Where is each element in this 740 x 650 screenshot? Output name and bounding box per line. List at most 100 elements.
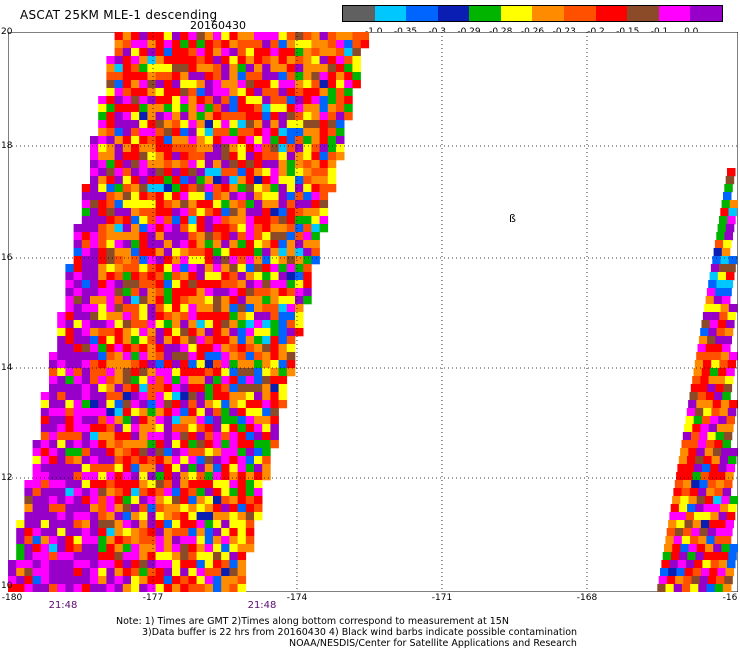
swath-cell <box>188 392 197 401</box>
swath-cell <box>180 448 189 457</box>
swath-cell <box>270 32 279 41</box>
swath-cell <box>714 240 724 249</box>
swath-cell <box>65 368 74 377</box>
swath-cell <box>155 272 165 281</box>
swath-cell <box>245 168 255 177</box>
swath-cell <box>727 216 736 225</box>
swath-cell <box>139 376 148 385</box>
swath-cell <box>254 208 263 217</box>
swath-cell <box>147 528 156 537</box>
swath-cell <box>73 240 83 249</box>
swath-cell <box>49 384 58 393</box>
swath-cell <box>286 224 296 233</box>
footer-note-line-1: Note: 1) Times are GMT 2)Times along bot… <box>116 616 509 627</box>
swath-cell <box>90 528 99 537</box>
swath-cell <box>114 368 124 377</box>
swath-cell <box>254 168 263 177</box>
swath-cell <box>311 104 320 113</box>
swath-cell <box>122 192 132 201</box>
swath-cell <box>286 344 296 353</box>
swath-cell <box>254 72 263 81</box>
swath-cell <box>262 352 271 361</box>
swath-cell <box>180 416 189 425</box>
swath-cell <box>286 280 296 289</box>
swath-cell <box>221 40 230 49</box>
swath-cell <box>57 328 66 337</box>
swath-cell <box>180 64 189 73</box>
swath-cell <box>344 72 353 81</box>
swath-cell <box>155 440 165 449</box>
swath-cell <box>122 96 132 105</box>
swath-cell <box>254 320 263 329</box>
swath-cell <box>714 440 723 449</box>
swath-cell <box>24 480 33 489</box>
swath-cell <box>180 32 189 41</box>
swath-cell <box>303 176 312 185</box>
swath-cell <box>81 200 91 209</box>
swath-cell <box>303 256 312 265</box>
swath-cell <box>254 408 263 417</box>
swath-cell <box>213 208 222 217</box>
swath-cell <box>188 88 197 97</box>
swath-cell <box>262 456 271 465</box>
swath-cell <box>16 544 25 553</box>
swath-cell <box>254 480 263 489</box>
swath-cell <box>204 256 214 265</box>
swath-cell <box>131 136 140 145</box>
swath-cell <box>172 424 181 433</box>
swath-cell <box>147 312 156 321</box>
swath-cell <box>147 280 156 289</box>
swath-cell <box>106 536 115 545</box>
swath-cell <box>670 504 680 513</box>
swath-cell <box>295 184 304 193</box>
swath-cell <box>221 520 230 529</box>
swath-cell <box>106 184 115 193</box>
swath-cell <box>213 280 222 289</box>
swath-cell <box>245 160 255 169</box>
swath-cell <box>229 176 238 185</box>
swath-cell <box>245 464 255 473</box>
swath-cell <box>229 376 238 385</box>
swath-cell <box>90 344 99 353</box>
swath-cell <box>694 560 703 569</box>
map-date: 20160430 <box>190 19 246 32</box>
swath-cell <box>213 488 222 497</box>
swath-cell <box>262 176 271 185</box>
swath-cell <box>237 176 247 185</box>
swath-cell <box>73 584 83 592</box>
swath-cell <box>188 560 197 569</box>
swath-cell <box>32 536 42 545</box>
swath-cell <box>237 496 247 505</box>
swath-cell <box>172 160 181 169</box>
swath-cell <box>155 32 165 41</box>
swath-cell <box>668 568 677 577</box>
swath-cell <box>295 88 304 97</box>
swath-cell <box>98 408 107 417</box>
swath-cell <box>49 536 58 545</box>
swath-cell <box>147 296 156 305</box>
swath-cell <box>204 320 214 329</box>
swath-cell <box>723 192 732 201</box>
swath-cell <box>245 376 255 385</box>
swath-cell <box>122 224 132 233</box>
swath-cell <box>114 40 124 49</box>
swath-cell <box>188 72 197 81</box>
swath-cell <box>254 56 263 65</box>
swath-cell <box>352 40 361 49</box>
swath-cell <box>213 240 222 249</box>
swath-cell <box>196 512 206 521</box>
swath-cell <box>728 304 738 313</box>
swath-cell <box>106 152 115 161</box>
swath-cell <box>139 120 148 129</box>
swath-cell <box>229 48 238 57</box>
swath-cell <box>712 304 721 313</box>
swath-cell <box>172 560 181 569</box>
swath-cell <box>237 408 247 417</box>
swath-cell <box>677 464 686 473</box>
swath-cell <box>221 536 230 545</box>
swath-cell <box>701 320 710 329</box>
swath-cell <box>286 248 296 257</box>
swath-cell <box>98 272 107 281</box>
swath-cell <box>114 496 124 505</box>
swath-cell <box>262 32 271 41</box>
